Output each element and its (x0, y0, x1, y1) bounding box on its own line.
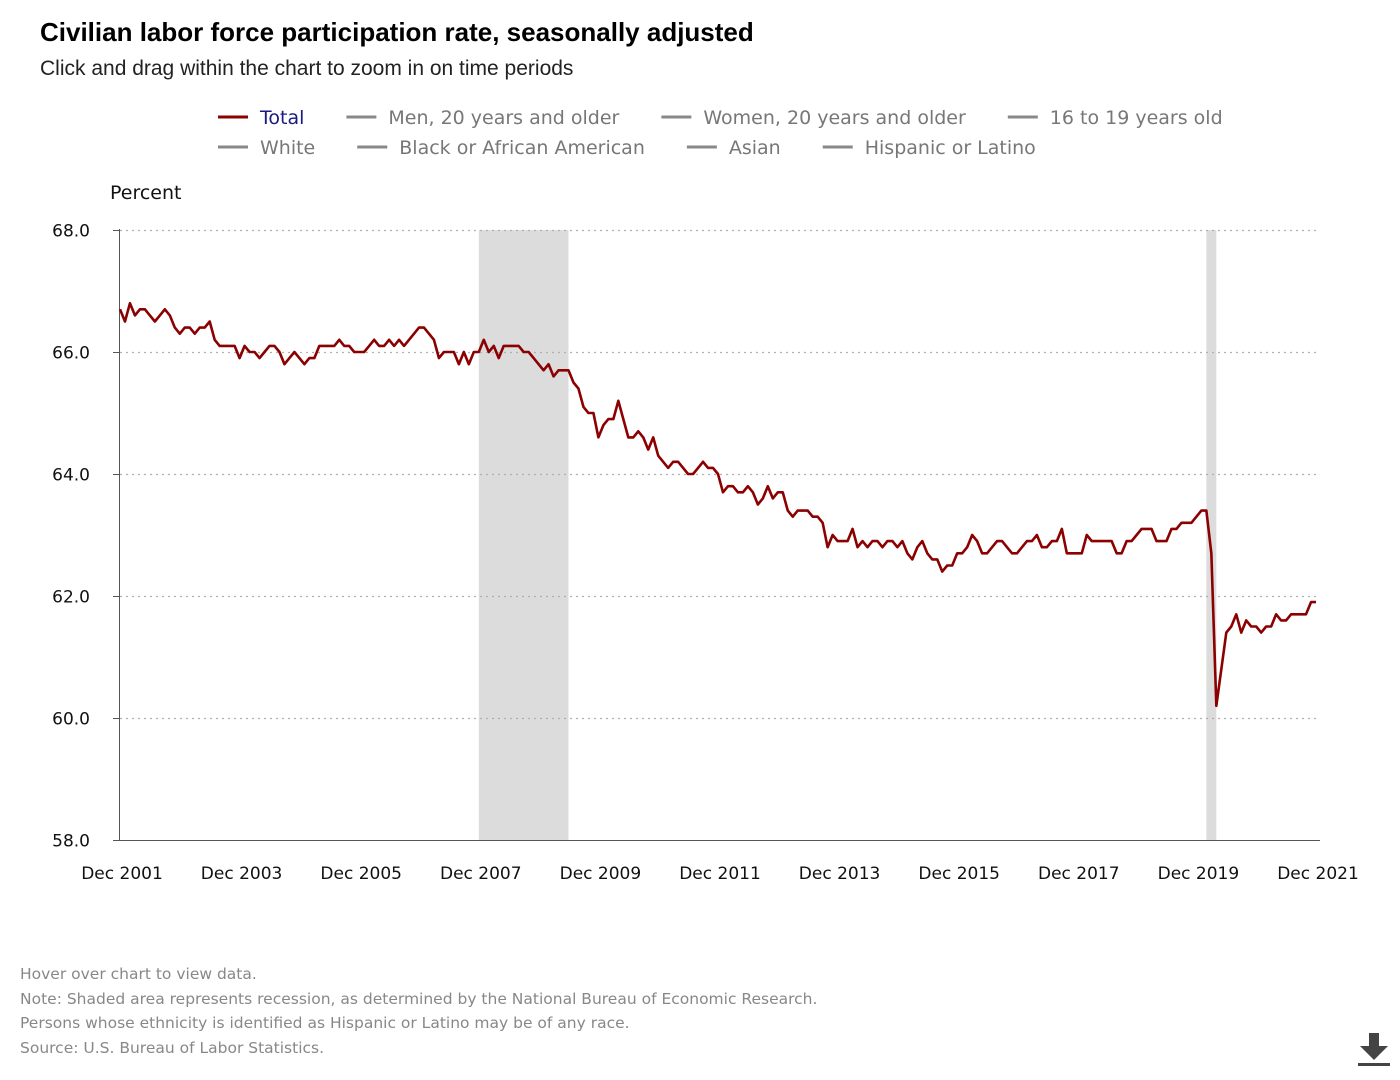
y-tick-label: 60.0 (52, 710, 90, 730)
x-tick-label: Dec 2015 (918, 864, 1000, 884)
download-icon (1358, 1033, 1390, 1066)
y-tick-label: 58.0 (52, 832, 90, 852)
x-axis-ticks: Dec 2001 Dec 2003 Dec 2005 Dec 2007 Dec 2009… (81, 864, 1359, 884)
legend-label: Hispanic or Latino (865, 137, 1036, 159)
legend-item-men-20-years-and-older[interactable]: Men, 20 years and older (346, 107, 620, 129)
legend-item-white[interactable]: White (218, 137, 315, 159)
x-tick-label: Dec 2003 (201, 864, 283, 884)
recession-band-1 (1206, 230, 1217, 840)
legend-label: Women, 20 years and older (703, 107, 966, 129)
legend-item-asian[interactable]: Asian (686, 137, 781, 159)
x-tick-label: Dec 2017 (1038, 864, 1120, 884)
x-tick-label: Dec 2021 (1277, 864, 1359, 884)
x-tick-label: Dec 2019 (1158, 864, 1240, 884)
legend-item-black-or-african-american[interactable]: Black or African American (357, 137, 645, 159)
legend-item-hispanic-or-latino[interactable]: Hispanic or Latino (822, 137, 1036, 159)
x-tick-label: Dec 2007 (440, 864, 522, 884)
note-ethnicity: Persons whose ethnicity is identified as… (20, 1014, 630, 1032)
chart-subtitle: Click and drag within the chart to zoom … (40, 57, 574, 80)
chart-title: Civilian labor force participation rate,… (40, 17, 754, 47)
legend-item-women-20-years-and-older[interactable]: Women, 20 years and older (661, 107, 966, 129)
legend-label: Men, 20 years and older (388, 107, 619, 129)
x-tick-label: Dec 2001 (81, 864, 163, 884)
x-tick-label: Dec 2013 (799, 864, 881, 884)
x-tick-label: Dec 2011 (679, 864, 761, 884)
series-layer (118, 301, 1316, 708)
recession-band-0 (478, 230, 569, 840)
y-axis-ticks: 58.0 60.0 62.0 64.0 66.0 68.0 (52, 222, 120, 852)
legend-label: White (260, 137, 315, 159)
y-tick-label: 62.0 (52, 588, 90, 608)
legend-item-total[interactable]: Total (218, 107, 304, 129)
y-tick-label: 68.0 (52, 222, 90, 242)
chart-notes: Hover over chart to view data. Note: Sha… (20, 962, 817, 1060)
legend: Total Men, 20 years and older Women, 20 ye… (218, 107, 1223, 159)
chart-svg[interactable]: Total Men, 20 years and older Women, 20 ye… (0, 0, 1400, 940)
y-tick-label: 66.0 (52, 344, 90, 364)
x-tick-label: Dec 2009 (560, 864, 642, 884)
legend-label: Black or African American (399, 137, 645, 159)
legend-item-16-to-19-years-old[interactable]: 16 to 19 years old (1007, 107, 1223, 129)
recession-shading (478, 230, 1217, 840)
gridlines (120, 229, 1316, 720)
x-tick-label: Dec 2005 (320, 864, 402, 884)
legend-label: Total (259, 107, 304, 129)
note-hover: Hover over chart to view data. (20, 965, 257, 983)
y-tick-label: 64.0 (52, 466, 90, 486)
series-line-total (118, 301, 1316, 708)
download-button[interactable] (1356, 1030, 1392, 1068)
legend-label: 16 to 19 years old (1050, 107, 1223, 129)
legend-label: Asian (729, 137, 781, 159)
note-source: Source: U.S. Bureau of Labor Statistics. (20, 1038, 325, 1057)
y-axis-title: Percent (110, 182, 182, 204)
note-recession: Note: Shaded area represents recession, … (20, 989, 818, 1008)
